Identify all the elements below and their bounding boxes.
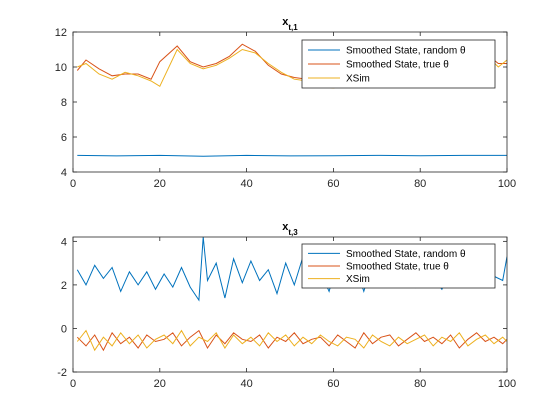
series-line-3 — [76, 329, 507, 352]
legend: Smoothed State, random θ Smoothed State, … — [301, 243, 496, 289]
x-tick-label: 80 — [414, 178, 426, 190]
y-tick-label: 12 — [55, 27, 67, 39]
legend-label-1: Smoothed State, random θ — [346, 249, 466, 260]
x-tick-label: 60 — [327, 378, 339, 390]
y-tick-label: 4 — [61, 236, 67, 248]
x-tick-label: 40 — [240, 178, 252, 190]
legend-label-3: XSim — [346, 274, 370, 285]
x-tick-label: 100 — [498, 378, 516, 390]
x-tick-label: 20 — [154, 178, 166, 190]
x-tick-label: 0 — [70, 178, 76, 190]
legend: Smoothed State, random θ Smoothed State, … — [301, 39, 496, 89]
legend-label-2: Smoothed State, true θ — [346, 60, 449, 71]
x-tick-label: 0 — [70, 378, 76, 390]
y-tick-label: 4 — [61, 167, 67, 179]
x-tick-label: 60 — [327, 178, 339, 190]
chart-title-subscript: t,3 — [288, 228, 298, 237]
x-tick-label: 80 — [414, 378, 426, 390]
x-tick-label: 20 — [154, 378, 166, 390]
chart-title: xt,3 — [282, 221, 298, 237]
y-tick-label: 0 — [61, 323, 67, 335]
y-tick-label: 10 — [55, 62, 67, 74]
chart-1: xt,1 0 20 40 60 80 100 4 6 8 10 12 Smoothed State, r… — [55, 16, 516, 190]
y-tick-label: 8 — [61, 97, 67, 109]
y-tick-label: 2 — [61, 280, 67, 292]
legend-label-1: Smoothed State, random θ — [346, 46, 466, 57]
axes-box — [72, 236, 508, 373]
y-tick-label: 6 — [61, 132, 67, 144]
series-line-1 — [77, 154, 507, 157]
series-line-2 — [76, 329, 507, 352]
legend-label-2: Smoothed State, true θ — [346, 262, 449, 273]
x-tick-label: 100 — [498, 178, 516, 190]
legend-label-3: XSim — [346, 74, 370, 85]
y-tick-label: -2 — [57, 367, 67, 379]
x-tick-label: 40 — [240, 378, 252, 390]
chart-title: xt,1 — [282, 16, 298, 32]
chart-title-subscript: t,1 — [288, 23, 298, 32]
